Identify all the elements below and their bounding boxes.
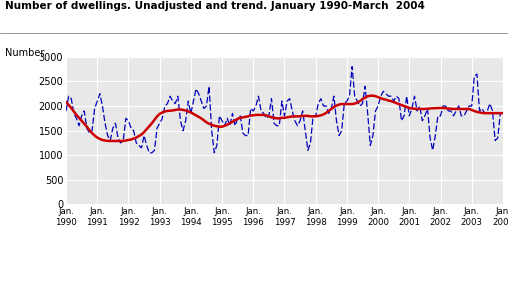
Number of dwellings, unadjusted <box>349 65 355 68</box>
Text: Number of dwellings. Unadjusted and trend. January 1990-March  2004: Number of dwellings. Unadjusted and tren… <box>5 1 425 11</box>
Number of dwellings, trend <box>500 111 506 115</box>
Number of dwellings, trend <box>417 107 423 111</box>
Line: Number of dwellings, unadjusted: Number of dwellings, unadjusted <box>66 67 503 153</box>
Line: Number of dwellings, trend: Number of dwellings, trend <box>66 96 503 141</box>
Number of dwellings, unadjusted <box>63 109 69 113</box>
Number of dwellings, unadjusted <box>417 104 423 108</box>
Number of dwellings, unadjusted <box>500 112 506 115</box>
Number of dwellings, unadjusted <box>182 119 188 122</box>
Number of dwellings, trend <box>63 100 69 104</box>
Number of dwellings, unadjusted <box>484 109 490 113</box>
Number of dwellings, trend <box>105 139 111 143</box>
Number of dwellings, unadjusted <box>237 114 243 118</box>
Number of dwellings, unadjusted <box>409 107 415 110</box>
Text: Number: Number <box>5 48 45 58</box>
Number of dwellings, unadjusted <box>440 104 446 108</box>
Number of dwellings, trend <box>484 111 490 115</box>
Number of dwellings, trend <box>409 107 415 110</box>
Number of dwellings, trend <box>440 106 446 110</box>
Number of dwellings, trend <box>367 94 373 97</box>
Number of dwellings, trend <box>182 109 188 112</box>
Number of dwellings, trend <box>237 116 243 120</box>
Number of dwellings, unadjusted <box>146 151 152 154</box>
